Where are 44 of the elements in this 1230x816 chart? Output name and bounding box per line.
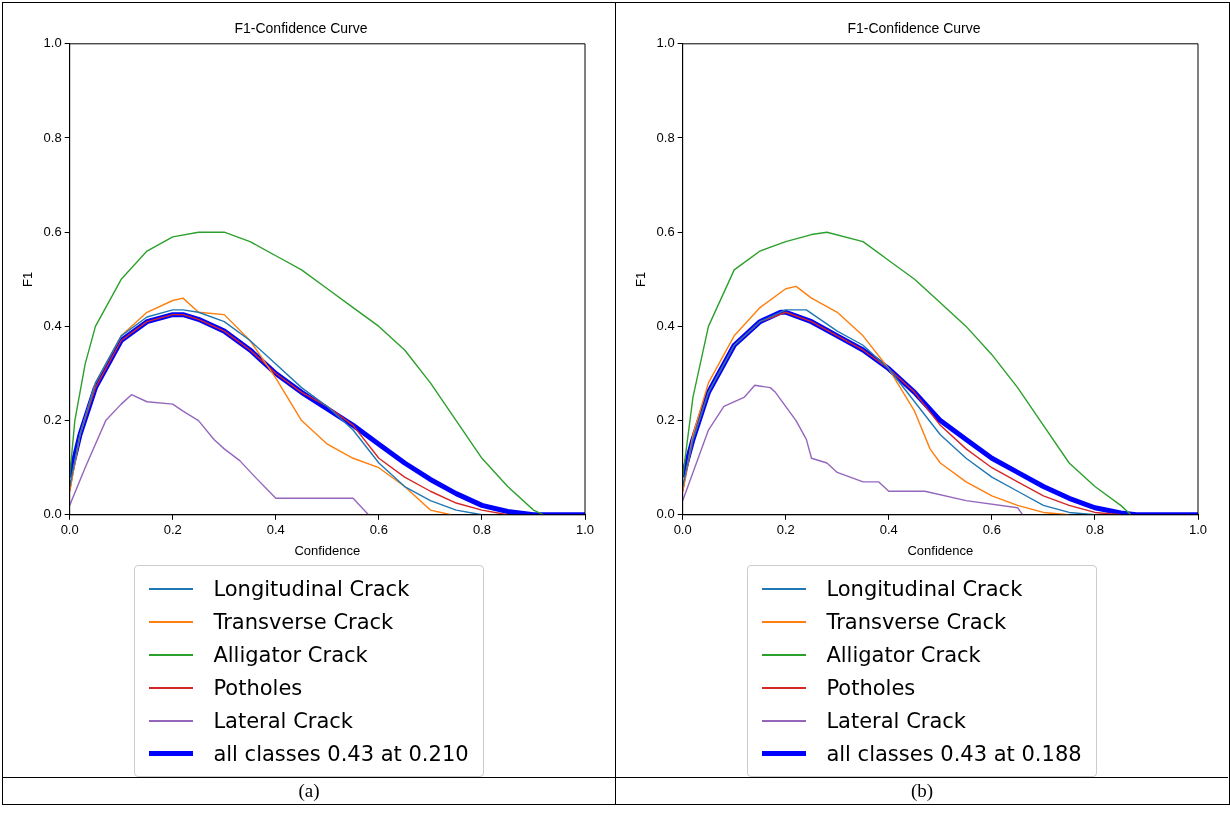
legend-label: Transverse Crack xyxy=(826,609,1007,634)
text: (b) xyxy=(616,777,1228,804)
y-tick-label: 1.0 xyxy=(43,35,62,51)
y-tick-label: 0.6 xyxy=(656,223,675,239)
y-tick-label: 0.0 xyxy=(43,506,62,522)
legend-label: Potholes xyxy=(826,675,916,700)
x-axis-title: Confidence xyxy=(907,542,974,558)
x-tick-label: 0.4 xyxy=(266,522,285,538)
text: (a) xyxy=(3,777,615,804)
legend-label: Longitudinal Crack xyxy=(213,576,410,601)
y-tick-label: 0.2 xyxy=(43,412,62,428)
y-axis-title: F1 xyxy=(20,271,36,287)
legend-label: all classes 0.43 at 0.210 xyxy=(213,741,469,766)
legend-label: Lateral Crack xyxy=(213,708,353,733)
legend-label: Longitudinal Crack xyxy=(826,576,1023,601)
y-axis-title: F1 xyxy=(633,271,649,287)
y-tick-label: 0.6 xyxy=(43,223,62,239)
legend-label: Alligator Crack xyxy=(826,642,981,667)
chart-title: F1-Confidence Curve xyxy=(234,20,368,37)
y-tick-label: 0.4 xyxy=(43,317,62,333)
y-tick-label: 1.0 xyxy=(656,35,675,51)
y-tick-label: 0.2 xyxy=(656,412,675,428)
chart-title: F1-Confidence Curve xyxy=(847,20,981,37)
x-tick-label: 0.8 xyxy=(472,522,491,538)
legend-label: Potholes xyxy=(213,675,303,700)
x-tick-label: 0.0 xyxy=(673,522,692,538)
y-tick-label: 0.4 xyxy=(656,317,675,333)
legend-label: Transverse Crack xyxy=(213,609,394,634)
x-tick-label: 1.0 xyxy=(575,522,595,538)
x-tick-label: 0.0 xyxy=(60,522,79,538)
x-tick-label: 0.6 xyxy=(982,522,1001,538)
legend-label: all classes 0.43 at 0.188 xyxy=(826,741,1082,766)
y-tick-label: 0.0 xyxy=(656,506,675,522)
x-tick-label: 0.2 xyxy=(776,522,795,538)
x-tick-label: 0.6 xyxy=(369,522,388,538)
y-tick-label: 0.8 xyxy=(656,129,675,145)
x-tick-label: 0.4 xyxy=(879,522,898,538)
legend-label: Lateral Crack xyxy=(826,708,966,733)
x-tick-label: 0.8 xyxy=(1085,522,1104,538)
legend-label: Alligator Crack xyxy=(213,642,368,667)
x-tick-label: 1.0 xyxy=(1188,522,1208,538)
y-tick-label: 0.8 xyxy=(43,129,62,145)
x-tick-label: 0.2 xyxy=(163,522,182,538)
x-axis-title: Confidence xyxy=(294,542,361,558)
